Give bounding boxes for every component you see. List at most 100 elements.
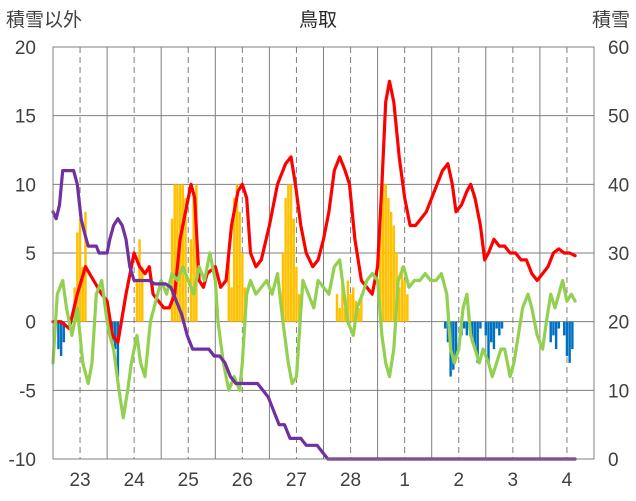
bar <box>135 280 139 322</box>
bar <box>238 211 241 322</box>
bar <box>500 321 504 329</box>
left-tick-label: 0 <box>25 313 36 334</box>
bar <box>230 287 233 322</box>
bar <box>389 211 393 322</box>
bar <box>492 321 496 350</box>
bar <box>170 218 174 322</box>
bar <box>297 294 301 322</box>
bar <box>338 307 341 322</box>
left-tick-label: 20 <box>15 38 36 59</box>
x-tick-label: 4 <box>562 470 573 491</box>
bar <box>571 321 574 350</box>
x-tick-label: 23 <box>69 470 90 491</box>
bar <box>563 321 566 336</box>
bar <box>554 321 558 350</box>
bar <box>284 198 287 322</box>
plot-area <box>52 46 595 460</box>
x-tick-label: 25 <box>178 470 199 491</box>
bar <box>76 232 79 322</box>
x-tick-label: 27 <box>286 470 307 491</box>
bar <box>59 321 63 356</box>
x-ticks: 23 24 25 26 27 28 1 2 3 4 <box>69 470 572 491</box>
x-tick-label: 24 <box>124 470 146 491</box>
bar <box>295 266 298 322</box>
bar <box>292 218 295 322</box>
right-tick-label: 60 <box>608 38 629 59</box>
bar <box>346 280 350 322</box>
bar <box>235 184 239 322</box>
left-tick-label: 10 <box>15 175 36 196</box>
series-line <box>51 169 577 461</box>
bar <box>568 321 571 363</box>
right-tick-label: 50 <box>608 107 629 128</box>
bar <box>400 266 404 322</box>
bar <box>289 184 293 322</box>
bar <box>473 321 477 350</box>
bar <box>476 321 479 363</box>
left-tick-label: -5 <box>19 381 36 402</box>
bar <box>465 321 469 336</box>
bar <box>381 184 385 322</box>
bar <box>184 198 187 322</box>
x-tick-label: 28 <box>340 470 361 491</box>
bar <box>379 218 382 322</box>
bar <box>192 198 195 322</box>
left-tick-label: -10 <box>9 450 36 471</box>
bar <box>398 287 401 322</box>
left-y-ticks: 20 15 10 5 0 -5 -10 <box>9 38 36 471</box>
bar <box>343 307 347 322</box>
bar <box>462 321 466 329</box>
x-tick-label: 2 <box>453 470 464 491</box>
bar <box>487 321 490 363</box>
bar <box>387 198 390 322</box>
right-axis-title: 積雪 <box>592 9 630 31</box>
bar <box>233 198 236 322</box>
bar <box>452 321 455 370</box>
right-tick-label: 20 <box>608 313 629 334</box>
bar <box>189 239 193 322</box>
bar <box>57 321 60 350</box>
bar <box>335 294 339 322</box>
bar <box>181 184 185 322</box>
x-tick-label: 1 <box>399 470 410 491</box>
bar <box>281 253 285 322</box>
bar <box>341 280 344 322</box>
bar <box>557 321 561 329</box>
series-line <box>51 251 577 420</box>
left-tick-label: 5 <box>25 244 36 265</box>
left-tick-label: 15 <box>15 107 36 128</box>
bar <box>173 184 176 322</box>
bar <box>392 225 396 322</box>
bar <box>116 321 120 377</box>
bar <box>287 184 290 322</box>
bar <box>227 253 231 322</box>
bar <box>471 321 474 343</box>
right-tick-label: 10 <box>608 381 629 402</box>
bar <box>444 321 447 329</box>
bar <box>406 294 409 322</box>
bar <box>357 307 360 322</box>
bar <box>352 287 355 322</box>
bar <box>484 321 488 336</box>
bar <box>552 321 555 336</box>
x-tick-label: 26 <box>232 470 253 491</box>
bar <box>489 321 493 343</box>
bar <box>78 218 82 322</box>
bar <box>384 184 387 322</box>
bar <box>495 321 498 329</box>
bar <box>549 321 552 343</box>
bar <box>241 253 244 322</box>
right-tick-label: 30 <box>608 244 629 265</box>
bar <box>349 294 352 322</box>
right-y-ticks: 60 50 40 30 20 10 0 <box>608 38 629 471</box>
bar <box>113 321 117 350</box>
chart-title: 鳥取 <box>299 9 337 31</box>
bar <box>479 321 482 329</box>
bar <box>62 321 66 343</box>
bar <box>81 266 84 322</box>
right-tick-label: 0 <box>608 450 619 471</box>
bar <box>141 266 144 322</box>
x-tick-label: 3 <box>508 470 519 491</box>
bar <box>454 321 458 356</box>
